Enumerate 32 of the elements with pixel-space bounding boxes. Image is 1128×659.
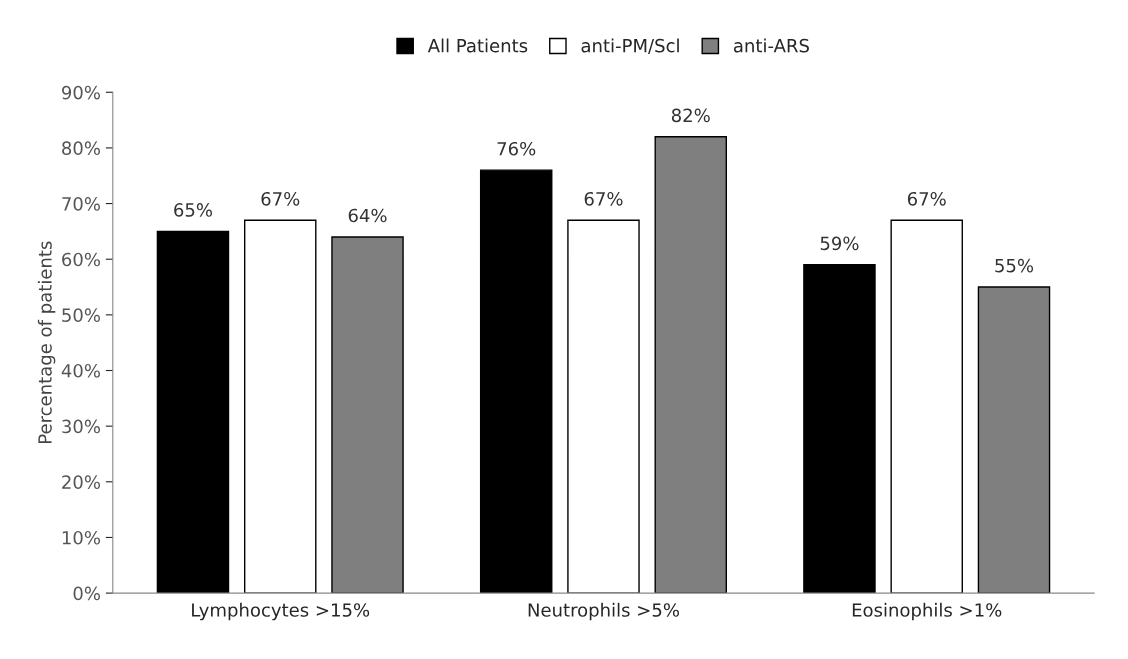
legend-label: All Patients <box>427 38 528 53</box>
y-tick-label: 70% <box>62 197 100 211</box>
y-tick-label: 20% <box>62 475 100 489</box>
bar <box>803 264 876 594</box>
data-label: 67% <box>261 191 300 206</box>
y-tick-label: 40% <box>61 363 100 378</box>
data-label: 55% <box>995 258 1034 273</box>
data-label: 65% <box>174 203 213 217</box>
x-tick-label: Neutrophils >5% <box>528 602 680 621</box>
y-tick-label: 90% <box>62 85 100 100</box>
x-tick-label: Eosinophils >1% <box>852 602 1002 621</box>
data-label: 76% <box>497 141 536 156</box>
y-axis-title: Percentage of patients <box>37 241 56 443</box>
bar <box>890 219 963 594</box>
y-tick-label: 30% <box>62 419 100 434</box>
x-tick-label: Lymphocytes >15% <box>192 602 370 621</box>
y-tick-label: 10% <box>62 530 100 545</box>
data-label: 82% <box>671 108 710 123</box>
y-tick-label: 60% <box>62 252 100 267</box>
y-tick-label: 0% <box>73 586 100 601</box>
y-tick-label: 80% <box>62 141 100 156</box>
y-tick-label: 50% <box>62 308 100 322</box>
bar <box>567 219 640 594</box>
bar <box>479 169 553 594</box>
bar <box>156 230 230 594</box>
data-label: 67% <box>584 191 623 206</box>
data-label: 67% <box>907 191 946 206</box>
data-label: 64% <box>348 208 387 223</box>
data-label: 59% <box>820 236 859 251</box>
bar <box>243 219 317 594</box>
legend-label: anti-ARS <box>733 38 809 53</box>
legend-label: anti-PM/Scl <box>581 38 679 54</box>
